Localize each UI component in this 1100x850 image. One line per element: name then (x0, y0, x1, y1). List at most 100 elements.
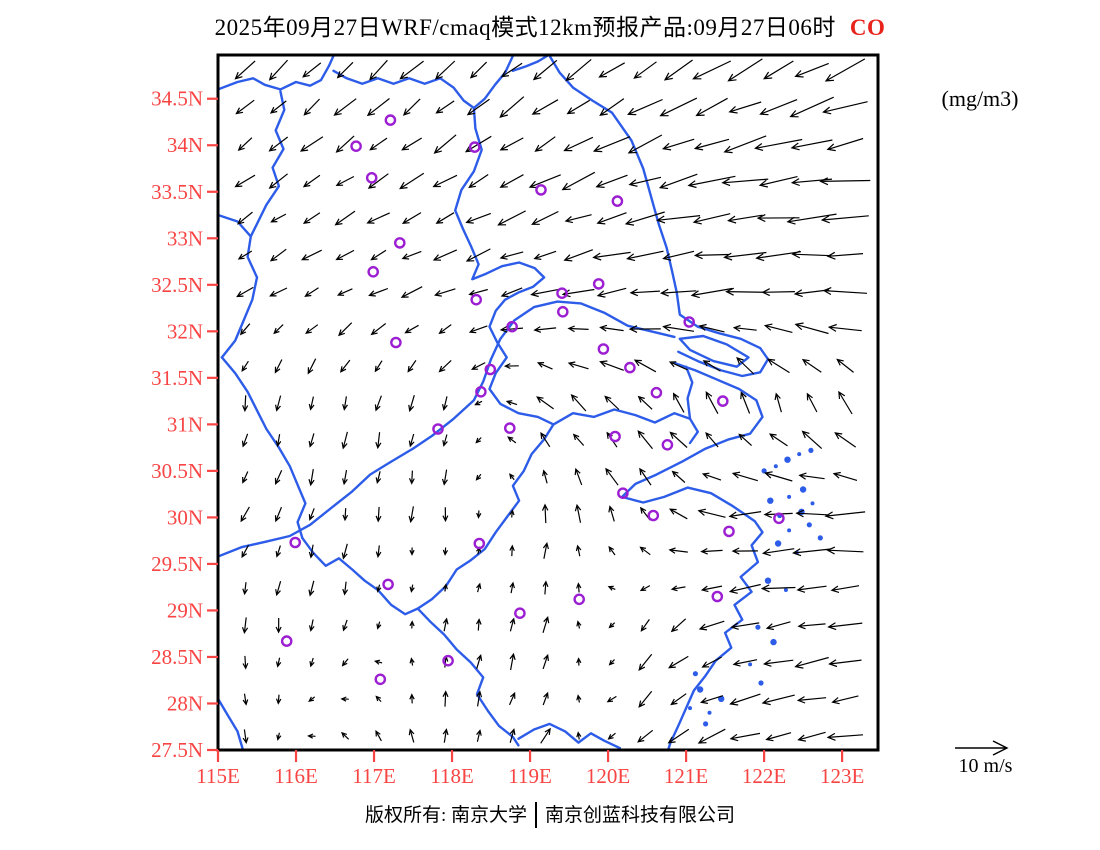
wind-arrow (729, 693, 761, 706)
wind-arrow (668, 547, 688, 554)
wind-arrow (507, 436, 517, 444)
wind-arrow (407, 360, 417, 373)
wind-arrow (574, 503, 582, 523)
wind-arrow (827, 323, 862, 332)
wind-arrow (824, 58, 866, 82)
station-marker (661, 438, 674, 451)
station-marker (473, 537, 486, 550)
wind-arrow (499, 96, 525, 119)
station-marker (723, 525, 735, 538)
boundary-chongming-island (678, 334, 750, 368)
wind-arrow (465, 212, 492, 224)
wind-arrow (536, 396, 554, 410)
island-blob (773, 464, 778, 469)
wind-arrow (368, 287, 389, 297)
wind-arrow (738, 433, 753, 447)
wind-vector-layer (234, 58, 871, 745)
island-blob (703, 721, 709, 727)
island-blob (774, 540, 782, 547)
wind-arrow (727, 214, 763, 224)
station-marker (617, 487, 629, 500)
wind-arrow (401, 212, 422, 225)
station-marker (382, 578, 394, 591)
station-marker (390, 336, 402, 349)
boundary-north-border-east (332, 55, 515, 110)
y-tick-label: 29N (167, 598, 203, 622)
wind-arrow (376, 584, 382, 593)
wind-arrow (592, 251, 631, 261)
boundary-zhejiang-fujian (517, 722, 621, 750)
wind-arrow (671, 470, 686, 483)
wind-scale-label: 10 m/s (958, 755, 1013, 777)
wind-arrow (667, 728, 690, 744)
boundary-yangtze-river (218, 300, 676, 558)
wind-arrow (572, 433, 585, 446)
wind-arrow (503, 363, 519, 370)
wind-arrow (638, 653, 653, 671)
wind-arrow (670, 693, 687, 706)
wind-arrow (375, 695, 382, 703)
wind-arrow (308, 580, 315, 597)
boundary-south-bank-hangzhou-bay-north (620, 361, 764, 499)
wind-arrow (659, 97, 698, 117)
wind-arrow (730, 622, 760, 630)
station-marker (683, 316, 696, 328)
island-blob (696, 686, 704, 693)
wind-arrow (536, 362, 553, 370)
wind-arrow (242, 582, 249, 596)
wind-arrow (375, 545, 382, 559)
y-tick-label: 33.5N (151, 180, 203, 204)
wind-arrow (509, 544, 515, 557)
wind-arrow (668, 508, 688, 520)
wind-arrow (335, 249, 355, 261)
wind-arrow (798, 472, 825, 480)
wind-arrow (729, 732, 761, 742)
wind-arrow (274, 470, 283, 485)
wind-arrow (786, 213, 837, 225)
wind-arrow (366, 98, 390, 117)
wind-arrow (832, 471, 858, 481)
boundary-hubei-anhui (220, 356, 307, 540)
wind-arrow (628, 325, 661, 333)
wind-arrow (563, 249, 594, 262)
wind-arrow (400, 286, 423, 298)
wind-arrow (658, 173, 698, 190)
wind-arrow (628, 176, 662, 187)
boundary-shanghai-west (684, 365, 694, 420)
wind-arrow (824, 511, 866, 520)
wind-arrow (470, 362, 486, 370)
station-marker (432, 423, 444, 435)
wind-arrow (342, 396, 348, 411)
wind-arrow (705, 431, 719, 448)
station-marker (557, 305, 569, 318)
map-frame (216, 53, 880, 752)
wind-arrow (721, 178, 769, 187)
wind-arrow (476, 653, 483, 669)
wind-arrow (637, 395, 653, 410)
station-marker (350, 140, 362, 152)
wind-arrow (237, 137, 253, 152)
wind-arrow (308, 696, 316, 703)
wind-arrow (826, 732, 864, 741)
y-tick-label: 27.5N (151, 738, 203, 762)
wind-arrow (637, 729, 654, 743)
y-tick-label: 34.5N (151, 87, 203, 111)
boundary-anhui-jiangsu (454, 106, 555, 426)
wind-arrow (595, 174, 628, 188)
wind-arrow (540, 727, 551, 744)
wind-arrow (308, 508, 315, 521)
wind-arrow (566, 99, 591, 115)
island-blob (797, 452, 802, 457)
station-marker (365, 171, 378, 184)
x-tick-label: 120E (586, 764, 630, 788)
wind-arrow (661, 138, 695, 151)
wind-arrow (434, 60, 456, 80)
wind-arrow (499, 325, 524, 333)
boundary-henan-anhui-vertical (249, 90, 286, 238)
station-marker (611, 195, 624, 207)
wind-arrow (759, 99, 798, 116)
wind-arrow (727, 58, 763, 82)
wind-arrow (442, 728, 449, 743)
y-tick-label: 32.5N (151, 273, 203, 297)
